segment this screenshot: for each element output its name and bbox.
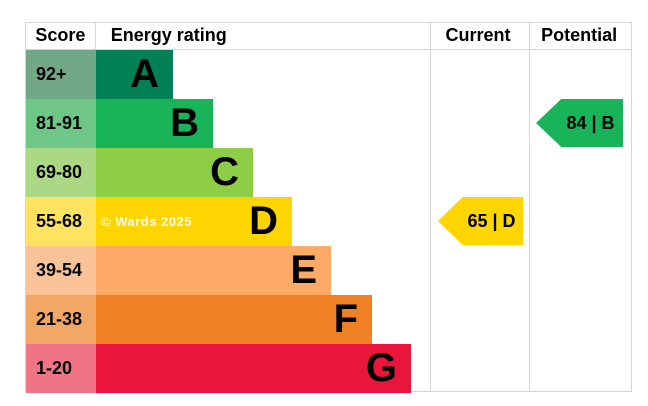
header-score: Score: [26, 23, 96, 49]
potential-rating-label: 84 | B: [566, 112, 615, 133]
band-row: 21-38 F: [26, 295, 411, 344]
band-letter: F: [333, 297, 358, 341]
band-bar: F: [96, 295, 372, 344]
potential-rating-marker: 84 | B: [536, 99, 623, 147]
band-letter: E: [290, 248, 317, 292]
epc-table: Score Energy rating Current Potential 92…: [25, 22, 632, 393]
header-current: Current: [445, 25, 511, 45]
band-bar: E: [96, 246, 331, 295]
band-bar: A: [96, 50, 173, 99]
band-letter: B: [170, 101, 199, 145]
header-energy-rating: Energy rating: [110, 25, 227, 45]
watermark: © Wards 2025: [101, 214, 192, 229]
band-row: 39-54 E: [26, 246, 411, 295]
potential-column-divider: [529, 23, 530, 391]
band-score-range: 69-80: [26, 148, 96, 197]
band-bar: B: [96, 99, 213, 148]
band-row: 92+ A: [26, 50, 411, 99]
header-potential: Potential: [541, 25, 618, 45]
band-letter: D: [249, 199, 278, 243]
band-bar: G: [96, 344, 411, 393]
current-rating-marker: 65 | D: [438, 197, 523, 245]
band-row: 55-68 D: [26, 197, 411, 246]
band-score-range: 39-54: [26, 246, 96, 295]
band-row: 1-20 G: [26, 344, 411, 393]
band-score-range: 55-68: [26, 197, 96, 246]
band-letter: G: [365, 346, 397, 390]
band-row: 81-91 B: [26, 99, 411, 148]
band-score-range: 21-38: [26, 295, 96, 344]
table-header: Score Energy rating Current Potential: [26, 23, 631, 50]
band-letter: A: [130, 52, 159, 96]
band-row: 69-80 C: [26, 148, 411, 197]
current-column-divider: [430, 23, 431, 391]
band-rows: 92+ A 81-91 B 69-80 C 55-68 D 39-54 E 21-38 F 1-20 G: [26, 50, 411, 393]
band-bar: C: [96, 148, 253, 197]
band-bar: D: [96, 197, 292, 246]
band-score-range: 81-91: [26, 99, 96, 148]
current-rating-label: 65 | D: [467, 210, 516, 231]
band-letter: C: [210, 150, 239, 194]
band-score-range: 1-20: [26, 344, 96, 393]
band-score-range: 92+: [26, 50, 96, 99]
